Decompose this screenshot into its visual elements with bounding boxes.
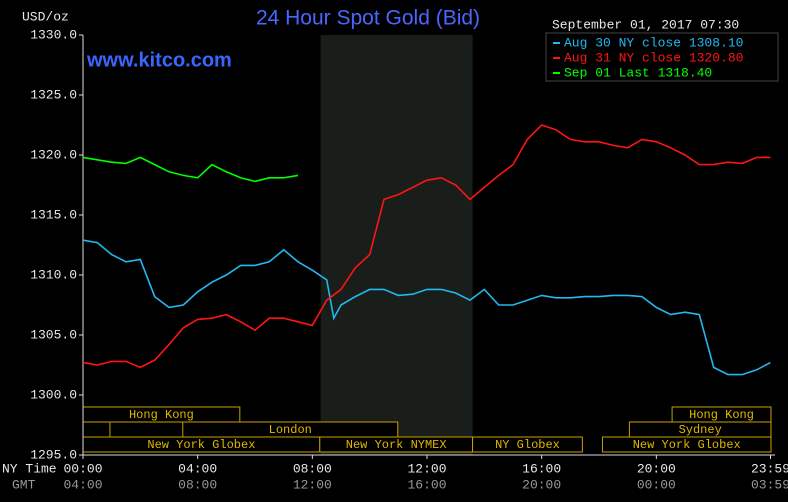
- session-label: New York NYMEX: [346, 438, 447, 452]
- legend-label: Aug 30 NY close 1308.10: [564, 35, 743, 50]
- x2-tick-label: 03:59: [751, 477, 788, 492]
- session-label: Hong Kong: [129, 408, 194, 422]
- y-tick-label: 1300.0: [30, 387, 77, 402]
- x-tick-label: 20:00: [637, 461, 676, 476]
- x-tick-label: 08:00: [293, 461, 332, 476]
- x2-tick-label: 00:00: [637, 477, 676, 492]
- y-unit-label: USD/oz: [22, 9, 69, 24]
- legend-box: [545, 32, 779, 82]
- x2-tick-label: 08:00: [178, 477, 217, 492]
- series-line: [82, 156, 299, 183]
- x-tick-label: 12:00: [407, 461, 446, 476]
- x-axis-label: NY Time: [2, 461, 57, 476]
- y-tick-label: 1305.0: [30, 327, 77, 342]
- shaded-span: [320, 35, 473, 455]
- session-box: [82, 421, 111, 438]
- x2-axis-label: GMT: [12, 477, 36, 492]
- session-label: London: [269, 423, 312, 437]
- x-tick-label: 04:00: [178, 461, 217, 476]
- session-box: [601, 436, 772, 453]
- x-tick-label: 00:00: [63, 461, 102, 476]
- series-line: [82, 124, 771, 369]
- session-label: Hong Kong: [689, 408, 754, 422]
- chart-title: 24 Hour Spot Gold (Bid): [256, 7, 480, 30]
- session-label: NY Globex: [495, 438, 560, 452]
- watermark: www.kitco.com: [86, 49, 232, 71]
- y-tick-label: 1330.0: [30, 27, 77, 42]
- x-tick-label: 16:00: [522, 461, 561, 476]
- session-label: New York Globex: [147, 438, 255, 452]
- x-tick-label: 23:59: [751, 461, 788, 476]
- session-label: New York Globex: [633, 438, 741, 452]
- y-tick-label: 1310.0: [30, 267, 77, 282]
- x2-tick-label: 20:00: [522, 477, 561, 492]
- session-label: Sydney: [679, 423, 722, 437]
- x2-tick-label: 04:00: [63, 477, 102, 492]
- session-box: [472, 436, 583, 453]
- legend-label: Sep 01 Last 1318.40: [564, 65, 712, 80]
- x2-tick-label: 12:00: [293, 477, 332, 492]
- legend-label: Aug 31 NY close 1320.80: [564, 50, 743, 65]
- x2-tick-label: 16:00: [407, 477, 446, 492]
- y-tick-label: 1315.0: [30, 207, 77, 222]
- y-tick-label: 1325.0: [30, 87, 77, 102]
- series-line: [82, 239, 771, 376]
- timestamp: September 01, 2017 07:30: [552, 17, 739, 32]
- y-tick-label: 1295.0: [30, 447, 77, 462]
- y-tick-label: 1320.0: [30, 147, 77, 162]
